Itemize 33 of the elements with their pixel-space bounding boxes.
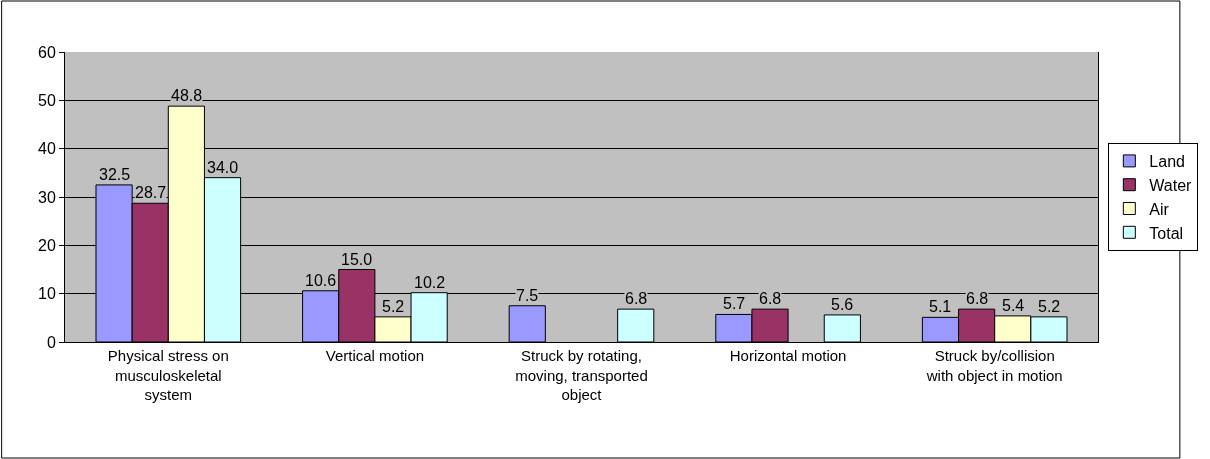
data-label: 34.0: [207, 159, 239, 176]
data-label: 6.8: [759, 290, 782, 307]
data-label: 5.6: [831, 296, 854, 313]
data-label: 15.0: [341, 251, 373, 268]
data-label: 48.8: [171, 87, 203, 104]
x-tick-label: Vertical motion: [325, 347, 425, 364]
y-tick-label: 20: [38, 236, 56, 254]
data-label: 10.6: [305, 272, 337, 289]
data-label: 5.1: [929, 298, 952, 315]
data-label: 5.4: [1002, 297, 1025, 314]
data-label: 5.7: [723, 295, 746, 312]
data-label: 6.8: [625, 290, 648, 307]
data-label: 5.2: [382, 298, 405, 315]
y-tick-label: 50: [38, 91, 56, 109]
y-tick-label: 60: [38, 43, 56, 61]
x-tick-label: Struck by/collision with object in motion: [925, 347, 1063, 384]
data-label: 5.2: [1038, 298, 1061, 315]
legend-label: Land: [1149, 153, 1185, 171]
y-tick-label: 0: [46, 333, 56, 351]
y-tick-label: 40: [38, 140, 56, 158]
x-tick-label: Struck by rotating, moving, transported object: [515, 347, 648, 403]
data-label: 28.7: [135, 184, 167, 201]
data-label: 32.5: [99, 166, 131, 183]
x-tick-label: Physical stress on musculoskeletal system: [107, 347, 229, 403]
data-label: 7.5: [516, 287, 539, 304]
legend-label: Air: [1149, 200, 1170, 218]
y-tick-label: 10: [38, 285, 56, 303]
y-tick-label: 30: [38, 188, 56, 206]
data-label: 10.2: [414, 274, 446, 291]
data-label: 6.8: [966, 290, 989, 307]
legend-label: Total: [1149, 224, 1184, 242]
x-tick-label: Horizontal motion: [729, 347, 847, 364]
legend-label: Water: [1149, 176, 1193, 194]
